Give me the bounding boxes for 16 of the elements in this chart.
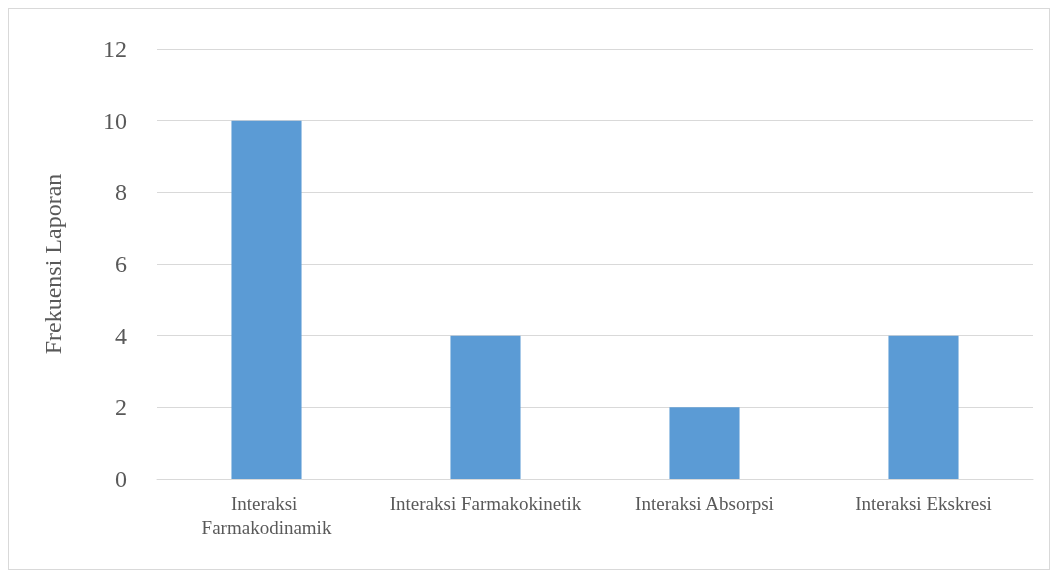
bar bbox=[231, 120, 302, 479]
y-tick-label: 10 bbox=[103, 107, 127, 134]
y-tick-label: 8 bbox=[115, 179, 127, 206]
y-tick-label: 2 bbox=[115, 394, 127, 421]
bar bbox=[450, 335, 521, 479]
x-tick-label: Interaksi Farmakokinetik bbox=[389, 492, 582, 514]
y-axis-title: Frekuensi Laporan bbox=[40, 173, 66, 355]
x-tick-label: Interaksi Ekskresi bbox=[855, 492, 992, 514]
x-tick-label: Interaksi Absorpsi bbox=[635, 492, 774, 514]
bar bbox=[669, 407, 740, 479]
y-tick-label: 0 bbox=[115, 466, 127, 492]
y-tick-label: 12 bbox=[103, 36, 127, 62]
x-tick-label: Interaksi Farmakodinamik bbox=[201, 492, 332, 538]
bar bbox=[888, 335, 959, 479]
y-tick-label: 6 bbox=[115, 251, 127, 277]
y-tick-label: 4 bbox=[115, 322, 127, 349]
